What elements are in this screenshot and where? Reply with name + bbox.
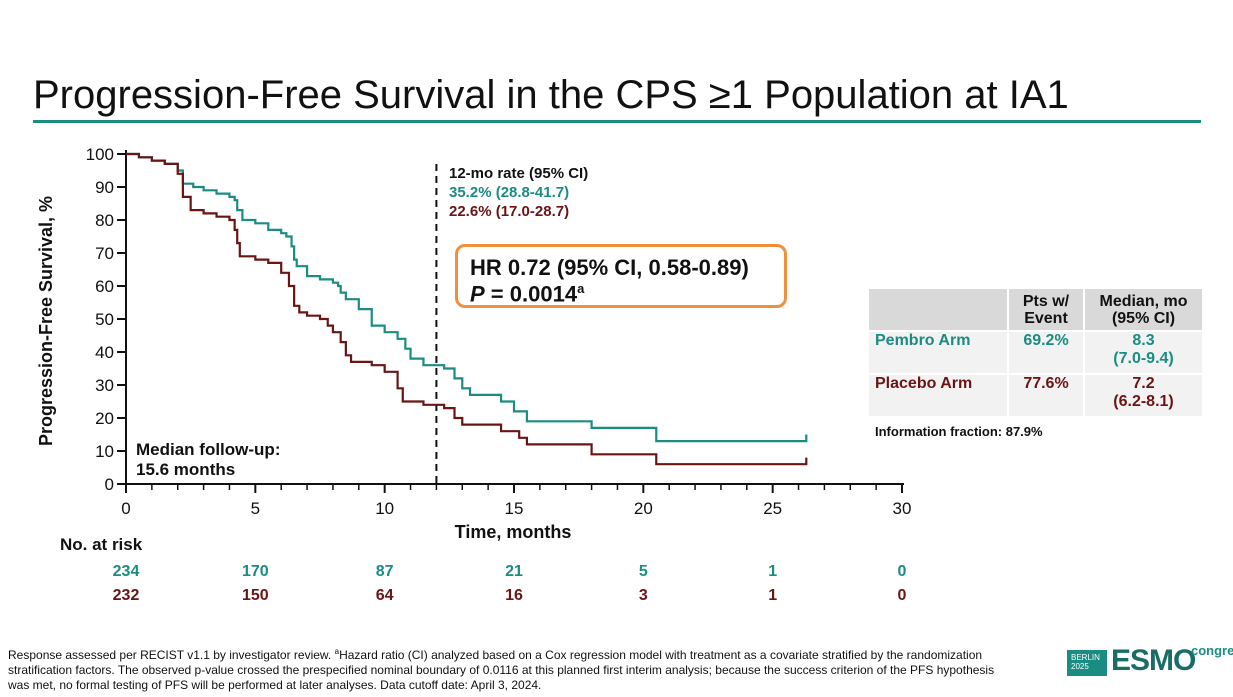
at-risk-placebo: 64 (376, 587, 394, 604)
footnote-part1: Response assessed per RECIST v1.1 by inv… (8, 648, 335, 662)
logo-city-badge: BERLIN 2025 (1067, 650, 1107, 676)
footnote-part2: Hazard ratio (CI) analyzed based on a Co… (8, 648, 995, 692)
y-tick-label: 0 (105, 475, 114, 494)
at-risk-pembro: 1 (768, 563, 777, 580)
p-superscript: a (577, 281, 585, 296)
y-tick-label: 90 (95, 178, 114, 197)
y-tick-label: 30 (95, 376, 114, 395)
x-axis-label: Time, months (455, 522, 572, 542)
at-risk-placebo: 16 (505, 587, 523, 604)
table-row: Placebo Arm 77.6% 7.2 (6.2-8.1) (869, 375, 1202, 416)
x-tick-label: 25 (763, 499, 782, 518)
summary-table: Pts w/Event Median, mo (95% CI) Pembro Ar… (867, 287, 1204, 418)
x-tick-label: 30 (893, 499, 912, 518)
header-median-line2: (95% CI) (1111, 309, 1176, 327)
x-tick-label: 15 (505, 499, 524, 518)
row-arm-pembro: Pembro Arm (869, 332, 1007, 373)
placebo-survival-curve (126, 152, 808, 466)
hazard-ratio-box: HR 0.72 (95% CI, 0.58-0.89) P = 0.0014a (455, 244, 787, 308)
at-risk-placebo: 0 (898, 587, 907, 604)
y-tick-label: 100 (86, 145, 114, 164)
y-tick-label: 60 (95, 277, 114, 296)
at-risk-placebo: 1 (768, 587, 777, 604)
median-followup-value: 15.6 months (136, 460, 235, 479)
at-risk-pembro: 170 (242, 563, 269, 580)
header-event-line1: Pts w/ (1022, 292, 1070, 310)
y-tick-label: 80 (95, 211, 114, 230)
information-fraction: Information fraction: 87.9% (875, 424, 1043, 439)
header-median-line1: Median, mo (1099, 292, 1188, 310)
footnote: Response assessed per RECIST v1.1 by inv… (8, 644, 1008, 693)
y-axis-label: Progression-Free Survival, % (36, 196, 56, 446)
at-risk-pembro: 5 (639, 563, 648, 580)
median-ci: (7.0-9.4) (1113, 350, 1174, 367)
at-risk-placebo: 3 (639, 587, 648, 604)
median-followup-label: Median follow-up: (136, 440, 280, 459)
logo-word: congress (1191, 643, 1233, 658)
x-tick-label: 20 (634, 499, 653, 518)
at-risk-placebo: 232 (113, 587, 140, 604)
p-symbol: P (470, 281, 485, 307)
summary-header-blank (869, 289, 1007, 330)
title-divider (33, 120, 1201, 123)
y-tick-label: 50 (95, 310, 114, 329)
at-risk-pembro: 21 (505, 563, 523, 580)
summary-header-median: Median, mo (95% CI) (1085, 289, 1202, 330)
hazard-ratio-text: HR 0.72 (95% CI, 0.58-0.89) (470, 255, 749, 280)
y-tick-label: 70 (95, 244, 114, 263)
at-risk-pembro: 87 (376, 563, 394, 580)
p-value-text: P = 0.0014a (470, 281, 584, 307)
logo-year: 2025 (1071, 662, 1089, 671)
row-event-pembro: 69.2% (1009, 332, 1083, 373)
header-event-line2: Event (1024, 309, 1068, 327)
summary-header-event: Pts w/Event (1009, 289, 1083, 330)
x-tick-label: 5 (251, 499, 260, 518)
x-tick-label: 0 (121, 499, 130, 518)
at-risk-pembro: 0 (898, 563, 907, 580)
row-median-placebo: 7.2 (6.2-8.1) (1085, 375, 1202, 416)
rate-pembro: 35.2% (28.8-41.7) (449, 184, 569, 201)
y-tick-label: 20 (95, 409, 114, 428)
y-tick-label: 10 (95, 442, 114, 461)
p-value: = 0.0014 (484, 281, 578, 307)
summary-header-row: Pts w/Event Median, mo (95% CI) (869, 289, 1202, 330)
y-tick-label: 40 (95, 343, 114, 362)
median-ci: (6.2-8.1) (1113, 393, 1174, 410)
slide-title: Progression-Free Survival in the CPS ≥1 … (33, 73, 1069, 117)
logo-brand: ESMO (1111, 644, 1196, 677)
x-tick-label: 10 (375, 499, 394, 518)
pembro-survival-curve (126, 152, 808, 443)
footnote-sup: a (334, 647, 340, 656)
logo-city: BERLIN (1071, 653, 1100, 662)
at-risk-label: No. at risk (60, 535, 143, 554)
at-risk-pembro: 234 (113, 563, 140, 580)
row-event-placebo: 77.6% (1009, 375, 1083, 416)
median-value: 8.3 (1132, 332, 1155, 349)
table-row: Pembro Arm 69.2% 8.3 (7.0-9.4) (869, 332, 1202, 373)
rate-placebo: 22.6% (17.0-28.7) (449, 203, 569, 220)
median-value: 7.2 (1132, 375, 1155, 392)
row-arm-placebo: Placebo Arm (869, 375, 1007, 416)
rate-heading: 12-mo rate (95% CI) (449, 165, 588, 182)
at-risk-placebo: 150 (242, 587, 269, 604)
row-median-pembro: 8.3 (7.0-9.4) (1085, 332, 1202, 373)
